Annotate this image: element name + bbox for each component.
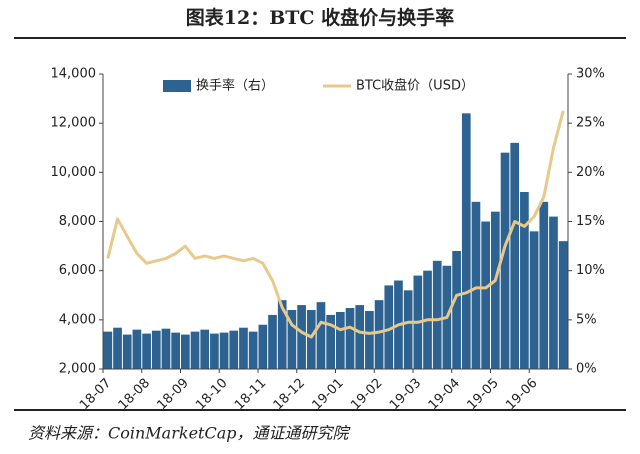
bar (510, 142, 520, 369)
bar (491, 211, 500, 369)
bar (239, 327, 248, 369)
bar (171, 332, 180, 369)
bar (297, 305, 306, 369)
bar (403, 290, 413, 369)
bar (103, 331, 113, 369)
bar (229, 330, 239, 369)
y-tick-label: 8,000 (59, 214, 96, 229)
bar (122, 334, 132, 369)
x-tick-label: 19-06 (503, 376, 540, 413)
y-tick-label: 6,000 (59, 263, 96, 278)
bar (461, 113, 471, 369)
bar (142, 333, 151, 369)
bar (471, 201, 481, 369)
x-tick-label: 18-10 (193, 376, 230, 413)
legend-swatch (163, 80, 191, 92)
bar (384, 285, 394, 369)
chart-title: 图表12：BTC 收盘价与换手率 (186, 6, 454, 29)
bar (132, 329, 142, 369)
x-tick-label: 19-01 (309, 376, 346, 413)
y2-tick-label: 5% (576, 312, 597, 327)
bar (200, 329, 210, 369)
bar (258, 324, 268, 369)
y-tick-label: 14,000 (51, 67, 97, 82)
bar (355, 305, 365, 369)
x-tick-label: 18-07 (77, 376, 114, 413)
bar (529, 231, 539, 369)
legend-label: 换手率（右） (196, 78, 274, 94)
bar (452, 251, 461, 369)
y2-tick-label: 0% (576, 362, 597, 377)
bar (151, 330, 161, 369)
bar (161, 328, 171, 369)
bar (326, 314, 335, 369)
bar (316, 302, 326, 369)
y-tick-label: 2,000 (59, 362, 96, 377)
x-tick-label: 18-08 (116, 376, 153, 413)
x-tick-label: 18-09 (154, 376, 191, 413)
bar (365, 310, 374, 369)
x-tick-label: 18-12 (271, 376, 308, 413)
bar (248, 331, 258, 369)
x-tick-label: 19-03 (387, 376, 424, 413)
y2-tick-label: 25% (576, 116, 605, 131)
bar (500, 152, 510, 369)
legend-label: BTC收盘价（USD） (356, 78, 474, 94)
bar (539, 201, 549, 369)
y-tick-label: 12,000 (51, 116, 97, 131)
bar (432, 260, 442, 369)
source: 资料来源：CoinMarketCap，通证通研究院 (28, 424, 351, 443)
bar (190, 331, 200, 369)
bar (113, 327, 122, 369)
bar (181, 334, 190, 369)
bar (336, 311, 345, 369)
bar (219, 332, 229, 369)
bar (374, 300, 384, 369)
x-tick-label: 19-05 (464, 376, 501, 413)
bar (558, 241, 568, 369)
bar (481, 221, 490, 369)
price-line (106, 110, 565, 339)
bar (345, 308, 355, 369)
x-tick-label: 19-02 (348, 376, 385, 413)
x-tick-label: 19-04 (426, 376, 463, 413)
y2-tick-label: 10% (576, 263, 605, 278)
bar (210, 333, 219, 369)
bar (306, 310, 316, 369)
bar (549, 216, 558, 369)
bar (277, 300, 287, 369)
y2-tick-label: 20% (576, 165, 605, 180)
y2-tick-label: 15% (576, 214, 605, 229)
x-tick-label: 18-11 (232, 376, 269, 413)
bar (520, 192, 529, 369)
y2-tick-label: 30% (576, 67, 605, 82)
bar (268, 314, 277, 369)
bar (287, 310, 297, 369)
y-tick-label: 10,000 (51, 165, 97, 180)
y-tick-label: 4,000 (59, 312, 96, 327)
